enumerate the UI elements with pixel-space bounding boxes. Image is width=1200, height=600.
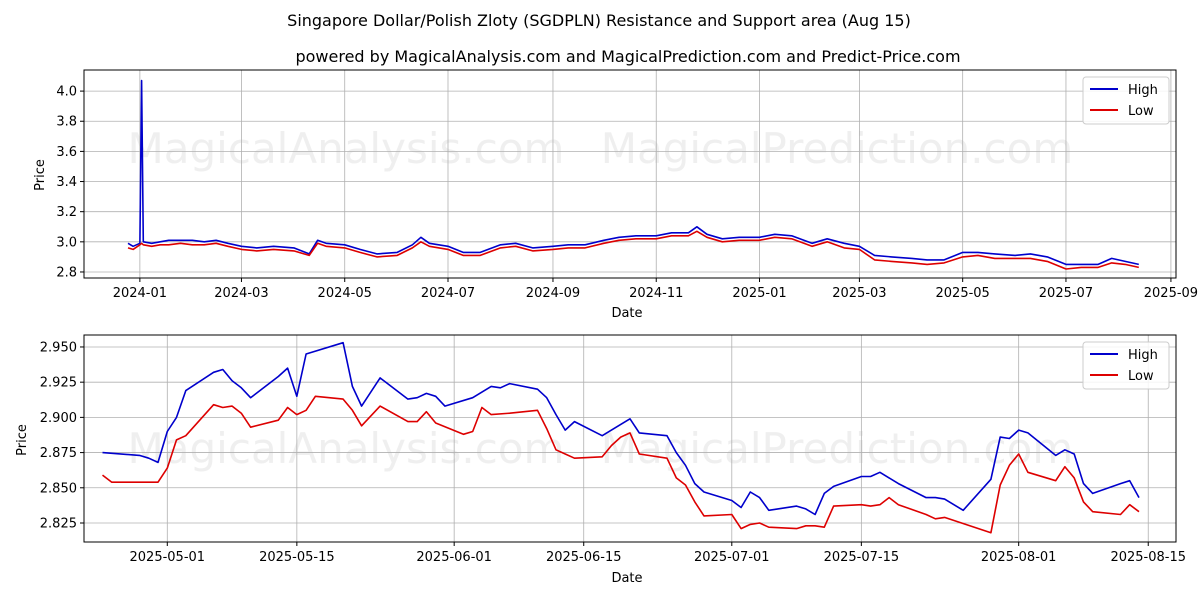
top-x-tick-label: 2024-07 <box>421 286 475 301</box>
top-x-axis-label: Date <box>611 306 642 321</box>
watermark-right-bottom: MagicalPrediction.com <box>601 424 1074 473</box>
chart-subtitle: powered by MagicalAnalysis.com and Magic… <box>295 47 960 66</box>
bottom-legend-low-label: Low <box>1128 369 1154 384</box>
bottom-x-tick-label: 2025-08-15 <box>1110 550 1186 565</box>
top-y-tick-label: 3.2 <box>56 205 77 220</box>
top-x-tick-label: 2024-01 <box>113 286 167 301</box>
top-y-tick-label: 3.0 <box>56 235 77 250</box>
bottom-y-tick-label: 2.875 <box>40 446 77 461</box>
bottom-x-tick-label: 2025-07-01 <box>694 550 770 565</box>
top-x-tick-label: 2024-09 <box>526 286 580 301</box>
bottom-x-tick-label: 2025-06-15 <box>546 550 622 565</box>
bottom-plot-frame <box>83 334 1177 543</box>
bottom-series <box>102 341 1140 534</box>
watermark-left-bottom: MagicalAnalysis.com <box>128 424 565 473</box>
bottom-legend: High Low <box>1082 341 1170 390</box>
top-x-tick-label: 2024-03 <box>214 286 268 301</box>
top-x-tick-label: 2025-09 <box>1144 286 1198 301</box>
top-legend: High Low <box>1082 76 1170 125</box>
bottom-ticks: 2025-05-01 2025-05-15 2025-06-01 2025-06-15… <box>40 340 1186 565</box>
bottom-y-axis-label: Price <box>15 424 30 456</box>
top-x-tick-label: 2025-05 <box>936 286 990 301</box>
top-y-tick-label: 3.6 <box>56 145 77 160</box>
bottom-y-tick-label: 2.925 <box>40 376 77 391</box>
bottom-x-tick-label: 2025-05-01 <box>130 550 206 565</box>
bottom-x-tick-label: 2025-06-01 <box>416 550 492 565</box>
bottom-x-tick-label: 2025-07-15 <box>824 550 900 565</box>
top-high-series-line <box>127 79 1139 266</box>
top-grid <box>84 70 1176 278</box>
top-x-tick-label: 2025-01 <box>732 286 786 301</box>
bottom-x-axis-label: Date <box>611 571 642 586</box>
top-series <box>127 79 1139 270</box>
watermark-left: MagicalAnalysis.com <box>128 124 565 173</box>
top-y-tick-label: 4.0 <box>56 85 77 100</box>
bottom-legend-high-label: High <box>1128 348 1158 363</box>
bottom-x-tick-label: 2025-08-01 <box>981 550 1057 565</box>
bottom-y-tick-label: 2.950 <box>40 340 77 355</box>
top-low-series-line <box>127 230 1139 270</box>
top-x-tick-label: 2024-05 <box>318 286 372 301</box>
top-plot-frame <box>83 69 1177 279</box>
top-x-tick-label: 2024-11 <box>629 286 683 301</box>
top-y-tick-label: 3.4 <box>56 175 77 190</box>
top-ticks: 2024-01 2024-03 2024-05 2024-07 2024-09 2024-… <box>56 85 1198 301</box>
chart-title: Singapore Dollar/Polish Zloty (SGDPLN) R… <box>287 11 911 30</box>
top-y-tick-label: 2.8 <box>56 265 77 280</box>
top-y-tick-label: 3.8 <box>56 115 77 130</box>
top-legend-low-label: Low <box>1128 104 1154 119</box>
top-chart-panel: MagicalAnalysis.com MagicalPrediction.co… <box>33 69 1198 321</box>
bottom-low-series-line <box>102 395 1140 534</box>
top-x-tick-label: 2025-03 <box>832 286 886 301</box>
top-x-tick-label: 2025-07 <box>1039 286 1093 301</box>
bottom-y-tick-label: 2.850 <box>40 481 77 496</box>
bottom-high-series-line <box>102 341 1140 516</box>
bottom-y-tick-label: 2.825 <box>40 516 77 531</box>
top-y-axis-label: Price <box>33 159 48 191</box>
bottom-x-tick-label: 2025-05-15 <box>259 550 335 565</box>
bottom-y-tick-label: 2.900 <box>40 411 77 426</box>
top-legend-high-label: High <box>1128 83 1158 98</box>
bottom-chart-panel: MagicalAnalysis.com MagicalPrediction.co… <box>15 334 1186 586</box>
watermark-right: MagicalPrediction.com <box>601 124 1074 173</box>
